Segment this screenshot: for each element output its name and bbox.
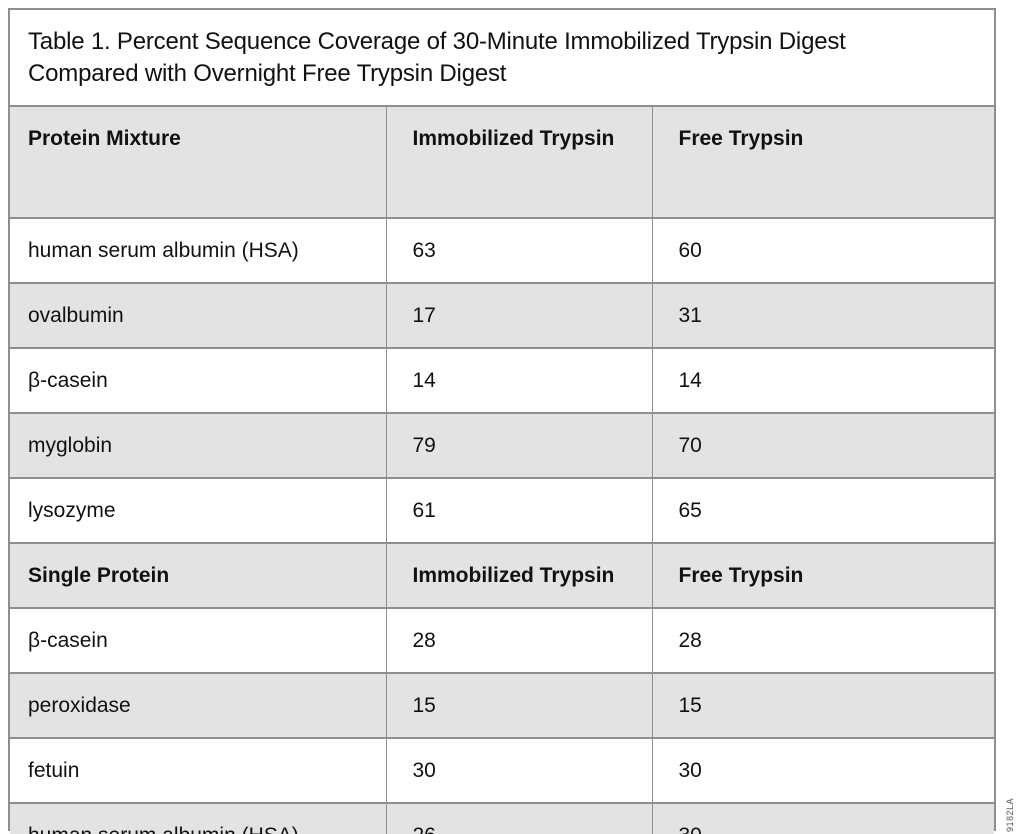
table-row: ovalbumin 17 31 <box>10 282 994 349</box>
protein-name-cell: lysozyme <box>10 477 387 544</box>
free-value-cell: 65 <box>651 477 994 544</box>
table-row: human serum albumin (HSA) 63 60 <box>10 217 994 284</box>
immobilized-value-cell: 61 <box>385 477 653 544</box>
column-header-immobilized-trypsin: Immobilized Trypsin <box>385 542 653 609</box>
immobilized-value-cell: 26 <box>385 802 653 834</box>
table-row: peroxidase 15 15 <box>10 672 994 739</box>
table-row: human serum albumin (HSA) 26 30 <box>10 802 994 834</box>
protein-name-cell: β-casein <box>10 347 387 414</box>
protein-name-cell: human serum albumin (HSA) <box>10 802 387 834</box>
column-header-single-protein: Single Protein <box>10 542 387 609</box>
free-value-cell: 15 <box>651 672 994 739</box>
immobilized-value-cell: 30 <box>385 737 653 804</box>
protein-name-cell: fetuin <box>10 737 387 804</box>
header-row-protein-mixture: Protein Mixture Immobilized Trypsin Free… <box>10 107 994 219</box>
protein-name-cell: peroxidase <box>10 672 387 739</box>
sequence-coverage-table: Protein Mixture Immobilized Trypsin Free… <box>10 107 994 834</box>
table-row: β-casein 14 14 <box>10 347 994 414</box>
table-row: β-casein 28 28 <box>10 607 994 674</box>
immobilized-value-cell: 28 <box>385 607 653 674</box>
column-header-free-trypsin: Free Trypsin <box>651 107 994 219</box>
immobilized-value-cell: 63 <box>385 217 653 284</box>
free-value-cell: 60 <box>651 217 994 284</box>
protein-name-cell: ovalbumin <box>10 282 387 349</box>
immobilized-value-cell: 17 <box>385 282 653 349</box>
free-value-cell: 31 <box>651 282 994 349</box>
column-header-free-trypsin: Free Trypsin <box>651 542 994 609</box>
free-value-cell: 30 <box>651 802 994 834</box>
table-row: myglobin 79 70 <box>10 412 994 479</box>
free-value-cell: 30 <box>651 737 994 804</box>
protein-name-cell: β-casein <box>10 607 387 674</box>
immobilized-value-cell: 79 <box>385 412 653 479</box>
free-value-cell: 28 <box>651 607 994 674</box>
figure-frame: Table 1. Percent Sequence Coverage of 30… <box>8 8 996 834</box>
immobilized-value-cell: 14 <box>385 347 653 414</box>
column-header-protein-mixture: Protein Mixture <box>10 107 387 219</box>
column-header-immobilized-trypsin: Immobilized Trypsin <box>385 107 653 219</box>
free-value-cell: 14 <box>651 347 994 414</box>
protein-name-cell: human serum albumin (HSA) <box>10 217 387 284</box>
header-row-single-protein: Single Protein Immobilized Trypsin Free … <box>10 542 994 609</box>
table-row: lysozyme 61 65 <box>10 477 994 544</box>
immobilized-value-cell: 15 <box>385 672 653 739</box>
figure-id-watermark: 9182LA <box>1005 797 1015 832</box>
protein-name-cell: myglobin <box>10 412 387 479</box>
table-row: fetuin 30 30 <box>10 737 994 804</box>
table-title: Table 1. Percent Sequence Coverage of 30… <box>10 10 994 107</box>
free-value-cell: 70 <box>651 412 994 479</box>
